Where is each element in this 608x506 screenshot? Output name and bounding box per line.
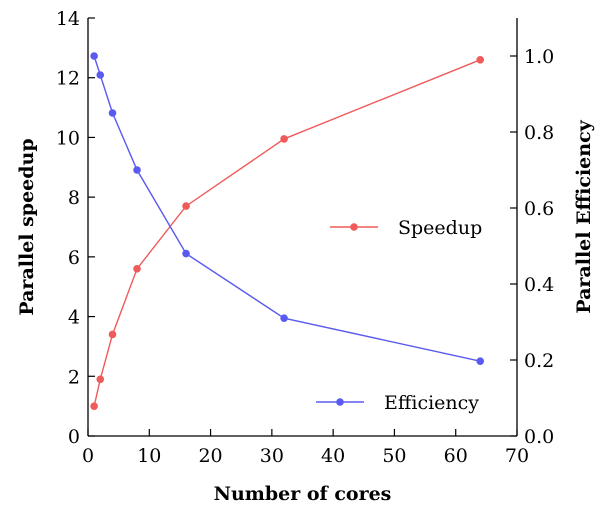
x-axis-label: Number of cores — [214, 483, 392, 505]
speedup-data-point — [96, 375, 105, 384]
x-tick-label: 50 — [382, 445, 406, 467]
y-axis-right-label: Parallel Efficiency — [573, 119, 595, 313]
efficiency-legend-label: Efficiency — [384, 392, 479, 414]
efficiency-data-point — [96, 71, 105, 79]
speedup-data-point — [280, 135, 288, 143]
plot-lines — [90, 52, 485, 410]
speedup-data-point — [108, 330, 117, 339]
y-left-tick-label: 4 — [68, 307, 80, 329]
y-right-tick-label: 0.4 — [524, 274, 554, 296]
speedup-legend-label: Speedup — [398, 217, 482, 239]
x-tick-label: 20 — [198, 445, 222, 467]
y-left-tick-label: 2 — [68, 366, 80, 388]
y-left-tick-label: 0 — [68, 426, 80, 448]
y-axis-left-label: Parallel speedup — [16, 138, 38, 315]
efficiency-series-line — [93, 55, 481, 362]
y-left-tick-label: 14 — [56, 8, 80, 30]
efficiency-data-point — [108, 109, 117, 117]
y-right-tick-label: 0.0 — [524, 426, 554, 448]
x-tick-label: 70 — [505, 445, 529, 467]
x-tick-label: 30 — [260, 445, 284, 467]
efficiency-legend-marker — [336, 398, 344, 406]
efficiency-data-point — [90, 52, 98, 60]
y-left-tick-label: 12 — [56, 68, 80, 90]
x-tick-label: 10 — [137, 445, 161, 467]
speedup-data-point — [90, 402, 98, 410]
speedup-data-point — [182, 202, 190, 210]
speedup-data-point — [476, 56, 485, 64]
y-right-tick-label: 0.2 — [524, 350, 554, 372]
x-tick-label: 60 — [444, 445, 468, 467]
y-right-tick-label: 0.8 — [524, 122, 554, 144]
x-tick-label: 0 — [82, 445, 94, 467]
y-right-tick-label: 1.0 — [524, 46, 554, 68]
speedup-data-point — [133, 265, 141, 273]
efficiency-data-point — [280, 314, 288, 323]
y-right-tick-label: 0.6 — [524, 198, 554, 220]
legend: Speedup Efficiency — [316, 217, 482, 414]
efficiency-data-point — [476, 357, 485, 365]
speedup-legend-marker — [350, 223, 358, 231]
y-left-tick-label: 8 — [68, 187, 80, 209]
efficiency-data-point — [133, 166, 141, 174]
y-left-tick-label: 10 — [56, 127, 80, 149]
y-left-tick-label: 6 — [68, 247, 80, 269]
efficiency-data-point — [182, 249, 190, 258]
axes: 0 10 20 30 40 50 60 70 0 2 4 6 8 10 12 14 0.0 0.2 0.4 0.6 0.… — [56, 8, 554, 467]
x-tick-label: 40 — [321, 445, 345, 467]
